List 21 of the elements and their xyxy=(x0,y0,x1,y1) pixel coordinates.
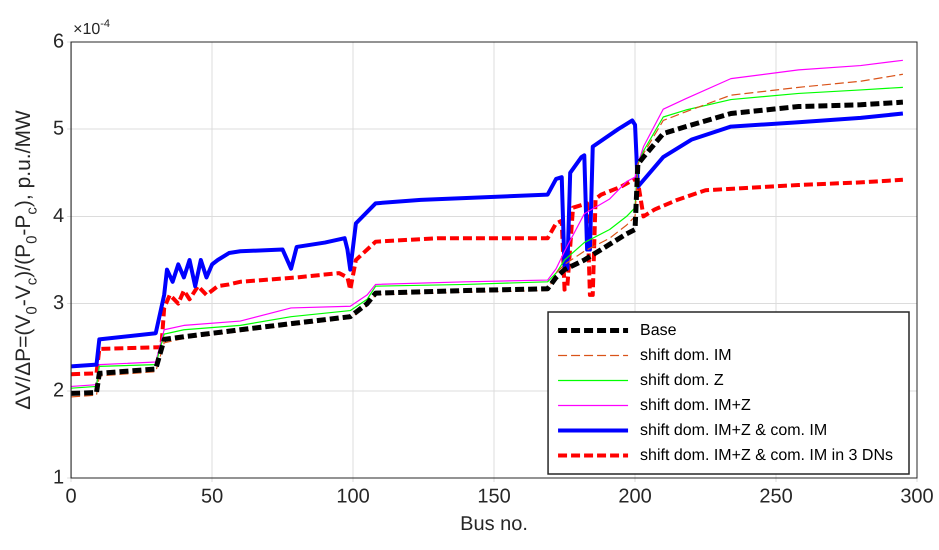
y-tick-label: 3 xyxy=(53,292,64,314)
x-axis-title: Bus no. xyxy=(460,513,528,535)
text: ΔV/ΔP=(V0-Vc)/(P0-Pc), p.u./MW xyxy=(12,110,40,410)
y-tick-label: 4 xyxy=(53,204,64,227)
y-tick-label: 5 xyxy=(53,118,64,140)
legend-label: shift dom. IM+Z xyxy=(640,396,751,414)
x-tick-label: 150 xyxy=(477,486,511,508)
legend-label: shift dom. IM+Z & com. IM xyxy=(640,422,828,439)
x-tick-label: 250 xyxy=(759,486,793,508)
y-tick-label: 1 xyxy=(53,466,64,489)
x-tick-label: 200 xyxy=(618,486,652,508)
legend-label: shift dom. IM xyxy=(640,346,732,364)
legend-label: Base xyxy=(640,322,677,339)
y-tick-label: 6 xyxy=(53,30,64,53)
legend-label: shift dom. IM+Z & com. IM in 3 DNs xyxy=(640,446,894,464)
x-tick-label: 0 xyxy=(66,486,77,508)
x-tick-label: 100 xyxy=(336,486,370,508)
legend-label: shift dom. Z xyxy=(640,372,724,389)
y-tick-label: 2 xyxy=(53,379,64,402)
x-tick-label: 300 xyxy=(900,486,934,508)
x-tick-label: 50 xyxy=(200,486,224,508)
